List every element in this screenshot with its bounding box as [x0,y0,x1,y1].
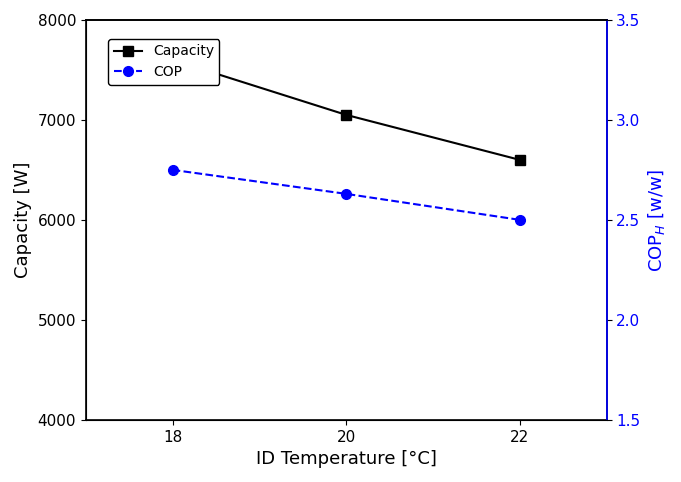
COP [342,191,350,197]
COP [516,217,524,223]
COP [168,167,176,173]
X-axis label: ID Temperature [°C]: ID Temperature [°C] [256,450,437,468]
Y-axis label: Capacity [W]: Capacity [W] [14,161,32,278]
Capacity [168,57,176,63]
Line: Capacity: Capacity [168,55,524,165]
Y-axis label: COP$_H$ [w/w]: COP$_H$ [w/w] [646,168,667,272]
Legend: Capacity, COP: Capacity, COP [108,39,219,85]
Capacity [516,157,524,163]
Line: COP: COP [168,165,524,225]
Capacity [342,112,350,118]
